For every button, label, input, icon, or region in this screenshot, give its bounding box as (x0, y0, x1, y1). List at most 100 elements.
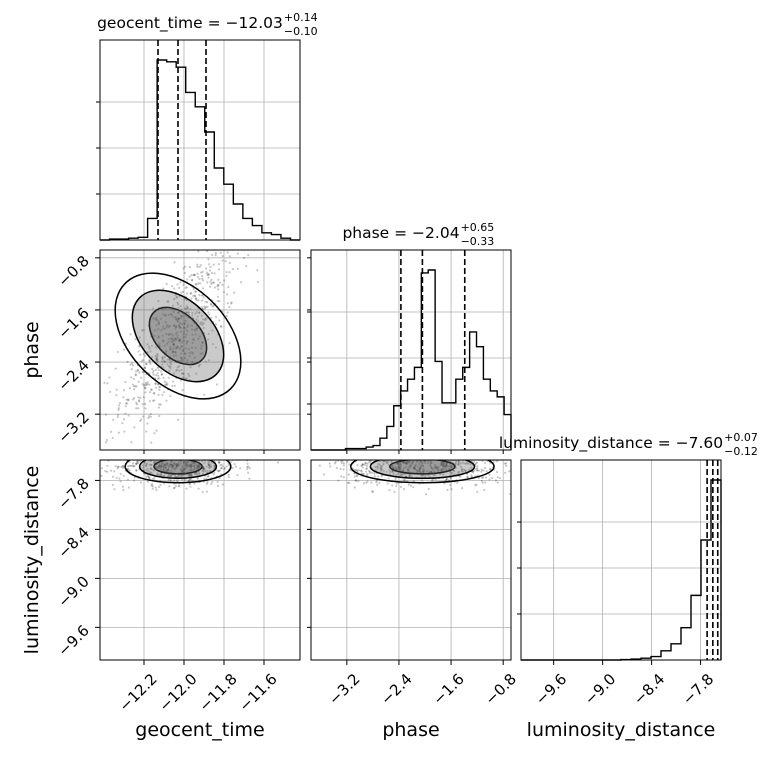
sample-point (322, 473, 325, 476)
sample-point (146, 480, 149, 483)
sample-point (397, 465, 400, 469)
sample-point (435, 451, 437, 453)
sample-point (442, 464, 445, 467)
sample-point (170, 465, 173, 468)
sample-point (202, 296, 205, 299)
sample-point (142, 352, 145, 355)
sample-point (169, 345, 172, 348)
sample-point (165, 332, 168, 336)
sample-point (175, 466, 178, 469)
sample-point (127, 454, 129, 456)
sample-point (182, 331, 186, 334)
sample-point (166, 469, 170, 472)
sample-point (157, 485, 161, 489)
sample-point (178, 347, 181, 350)
panel-frame (99, 249, 301, 451)
sample-point (180, 344, 184, 348)
sample-point (176, 452, 178, 454)
sample-point (230, 302, 233, 305)
sample-point (385, 451, 387, 453)
sample-point (347, 481, 350, 484)
sample-point (163, 355, 166, 359)
sample-point (403, 460, 406, 463)
sample-point (162, 457, 164, 459)
sample-point (420, 479, 424, 482)
sample-point (192, 465, 195, 468)
sample-point (201, 452, 203, 454)
sample-point (366, 480, 369, 483)
sample-point (380, 468, 384, 471)
sample-point (150, 463, 153, 466)
sample-point (460, 487, 464, 490)
sample-point (169, 332, 173, 336)
sample-point (191, 314, 194, 317)
sample-point (398, 461, 401, 464)
sample-point (378, 481, 381, 484)
sample-point (191, 352, 194, 355)
sample-point (156, 372, 159, 375)
sample-point (188, 478, 192, 481)
sample-point (198, 335, 201, 338)
sample-point (145, 384, 148, 387)
sample-point (226, 311, 229, 314)
sample-point (396, 462, 399, 465)
sample-point (158, 465, 161, 468)
sample-point (373, 475, 376, 478)
sample-point (169, 365, 172, 368)
sample-point (420, 460, 423, 463)
histogram-luminosity_distance (521, 479, 722, 661)
sample-point (205, 490, 208, 493)
sample-point (182, 372, 185, 375)
sample-point (425, 456, 427, 458)
sample-point (466, 475, 469, 478)
sample-point (348, 463, 351, 466)
sample-point (187, 479, 191, 482)
sample-point (223, 466, 226, 470)
sample-point (382, 462, 385, 465)
sample-point (210, 303, 213, 306)
sample-point (470, 475, 473, 478)
panel-frame (99, 459, 301, 661)
sample-point (147, 475, 150, 478)
sample-point (429, 470, 433, 473)
sample-point (171, 334, 174, 337)
sample-point (184, 460, 187, 463)
sample-point (402, 478, 405, 481)
sample-point (193, 466, 196, 469)
sample-point (460, 470, 463, 473)
sample-point (445, 463, 448, 466)
sample-point (194, 283, 197, 286)
sample-point (480, 470, 483, 473)
sample-point (189, 468, 192, 471)
sample-point (191, 461, 194, 464)
sample-point (151, 307, 155, 310)
sample-point (219, 464, 222, 467)
sample-point (496, 476, 499, 479)
sample-point (148, 400, 151, 403)
sample-point (121, 422, 124, 425)
sample-point (340, 460, 343, 463)
sample-point (475, 469, 479, 472)
sample-point (183, 468, 186, 471)
x-tick-label: −9.6 (532, 670, 570, 708)
sample-point (157, 335, 160, 338)
sample-point (197, 365, 200, 368)
sample-point (195, 457, 197, 459)
sample-point (181, 349, 185, 353)
sample-point (208, 456, 210, 458)
sample-point (163, 360, 166, 363)
sample-point (163, 380, 166, 383)
sample-point (418, 468, 421, 471)
sample-point (138, 452, 140, 454)
sample-point (115, 394, 118, 397)
sample-point (195, 372, 198, 375)
sample-point (233, 463, 236, 466)
sample-point (138, 336, 141, 339)
sample-point (232, 214, 234, 216)
sample-point (131, 364, 135, 367)
sample-point (171, 464, 174, 467)
sample-point (454, 462, 458, 465)
sample-point (196, 466, 199, 469)
sample-point (117, 404, 121, 407)
sample-point (157, 374, 160, 378)
